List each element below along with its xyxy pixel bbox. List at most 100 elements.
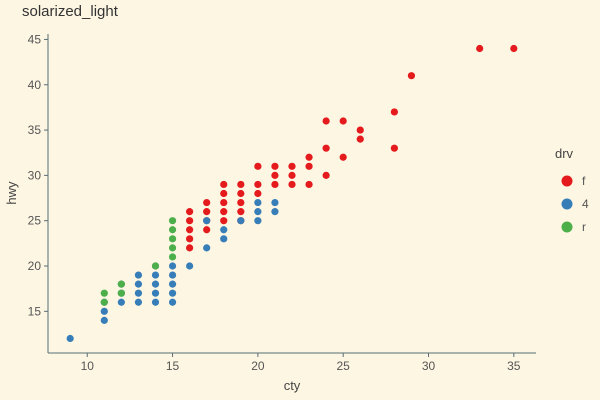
data-point-f xyxy=(203,208,211,216)
data-point-4 xyxy=(220,235,228,243)
data-point-f xyxy=(305,162,313,170)
data-point-f xyxy=(271,162,279,170)
data-point-4 xyxy=(100,307,108,315)
data-point-4 xyxy=(151,289,160,297)
data-point-r xyxy=(168,217,177,225)
y-tick-label: 15 xyxy=(28,304,42,318)
legend-label-f: f xyxy=(582,174,586,188)
data-point-4 xyxy=(100,316,108,324)
legend-label-r: r xyxy=(582,220,586,234)
y-tick-label: 25 xyxy=(28,214,42,228)
data-point-f xyxy=(476,44,484,53)
data-point-f xyxy=(390,144,398,152)
data-point-4 xyxy=(151,271,160,279)
data-point-f xyxy=(288,162,296,170)
data-point-f xyxy=(237,198,245,207)
data-point-f xyxy=(407,72,416,80)
legend-marker-r xyxy=(561,221,573,233)
data-point-f xyxy=(203,198,211,207)
y-tick-label: 30 xyxy=(28,168,42,182)
data-point-4 xyxy=(168,262,177,270)
data-point-4 xyxy=(134,298,143,306)
legend: drv f 4 r xyxy=(555,146,589,234)
x-tick-label: 20 xyxy=(251,359,265,373)
data-point-4 xyxy=(254,217,262,225)
data-point-r xyxy=(168,235,177,243)
data-point-f xyxy=(237,208,245,216)
x-tick-label: 10 xyxy=(81,359,95,373)
data-point-r xyxy=(100,289,108,297)
x-tick-label: 30 xyxy=(422,359,436,373)
data-point-f xyxy=(186,235,194,243)
y-axis-ticks: 15 20 25 30 35 40 45 xyxy=(28,32,48,318)
legend-items: f 4 r xyxy=(561,174,589,234)
data-point-4 xyxy=(168,289,177,297)
data-point-4 xyxy=(271,208,279,216)
data-point-4 xyxy=(220,226,228,234)
data-point-r xyxy=(100,298,108,306)
data-point-4 xyxy=(151,298,160,306)
data-point-4 xyxy=(203,244,211,252)
data-point-f xyxy=(220,189,228,198)
data-point-f xyxy=(186,244,194,252)
data-point-f xyxy=(322,117,330,125)
y-axis-title: hwy xyxy=(4,181,19,205)
data-point-f xyxy=(322,144,330,152)
legend-label-4: 4 xyxy=(582,197,589,211)
y-tick-label: 40 xyxy=(28,78,42,92)
data-point-4 xyxy=(134,280,143,288)
data-point-4 xyxy=(254,208,262,216)
data-point-f xyxy=(220,198,228,207)
data-point-4 xyxy=(254,198,262,207)
data-point-r xyxy=(117,280,125,288)
data-point-4 xyxy=(117,298,125,306)
data-point-f xyxy=(288,171,296,179)
data-point-f xyxy=(220,180,228,189)
y-tick-label: 35 xyxy=(28,123,42,137)
data-point-r xyxy=(151,262,160,270)
legend-title: drv xyxy=(555,146,574,161)
legend-marker-f xyxy=(561,175,573,187)
data-point-f xyxy=(186,208,194,216)
data-point-f xyxy=(254,162,262,170)
data-point-f xyxy=(271,180,279,189)
data-point-4 xyxy=(134,289,143,297)
data-point-4 xyxy=(151,280,160,288)
data-point-4 xyxy=(203,217,211,225)
x-tick-label: 15 xyxy=(166,359,180,373)
x-tick-label: 35 xyxy=(507,359,521,373)
data-point-4 xyxy=(271,198,279,207)
plot-area: 10 15 20 25 30 35 15 20 25 30 35 40 45 xyxy=(28,32,536,373)
data-point-f xyxy=(288,180,296,189)
data-point-f xyxy=(254,180,262,189)
data-point-r xyxy=(168,244,177,252)
data-point-f xyxy=(203,226,211,234)
data-point-r xyxy=(168,253,177,261)
data-point-4 xyxy=(168,271,177,279)
data-point-f xyxy=(237,189,245,198)
data-point-f xyxy=(339,117,347,125)
data-point-f xyxy=(271,171,279,179)
data-point-f xyxy=(390,108,398,116)
data-points xyxy=(66,44,518,343)
x-axis-ticks: 10 15 20 25 30 35 xyxy=(81,353,521,373)
data-point-f xyxy=(510,44,518,53)
data-point-f xyxy=(322,171,330,179)
x-axis-title: cty xyxy=(284,378,301,393)
y-tick-label: 20 xyxy=(28,259,42,273)
data-point-4 xyxy=(186,262,194,270)
data-point-f xyxy=(220,208,228,216)
data-point-f xyxy=(305,153,313,161)
chart-title: solarized_light xyxy=(22,3,119,20)
legend-marker-4 xyxy=(561,198,573,210)
data-point-4 xyxy=(66,334,74,343)
data-point-r xyxy=(117,289,125,297)
data-point-f xyxy=(356,126,364,134)
data-point-f xyxy=(254,189,262,198)
data-point-4 xyxy=(134,271,143,279)
data-point-f xyxy=(186,226,194,234)
data-point-f xyxy=(305,180,313,189)
data-point-f xyxy=(339,153,347,161)
data-point-f xyxy=(237,180,245,189)
